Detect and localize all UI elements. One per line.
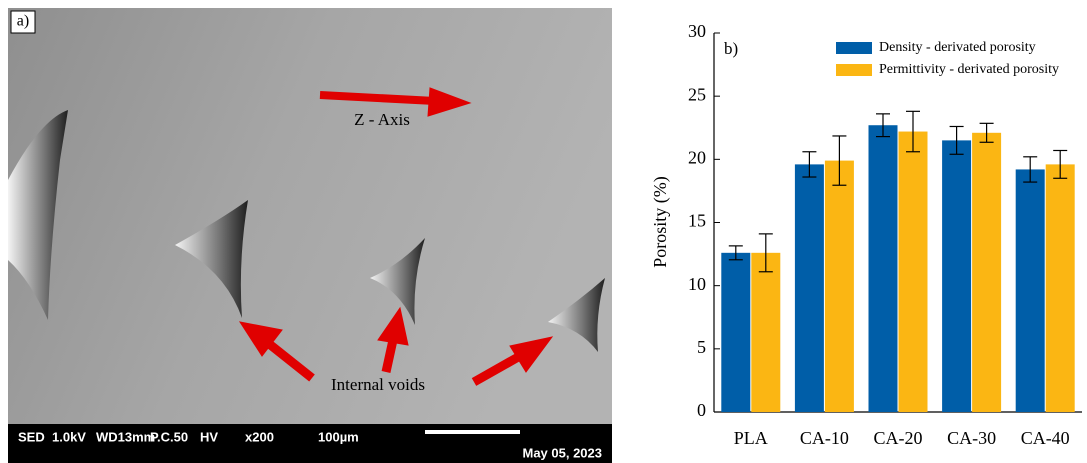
y-axis-label: Porosity (%) — [650, 176, 671, 268]
bar — [794, 164, 824, 412]
error-bar — [728, 245, 743, 261]
arrow — [265, 339, 315, 382]
legend-swatch — [836, 42, 872, 54]
error-bar — [906, 110, 920, 153]
bar — [942, 140, 972, 412]
error-bar — [758, 233, 773, 273]
info-item: HV — [200, 429, 218, 444]
date: May 05, 2023 — [522, 445, 602, 460]
y-tick-label: 5 — [697, 337, 706, 357]
legend-label: Permittivity - derivated porosity — [879, 62, 1059, 77]
bar — [1015, 169, 1045, 412]
info-item: WD13mm — [96, 429, 155, 444]
bar — [1045, 164, 1075, 412]
x-tick-label: CA-40 — [1021, 428, 1070, 448]
panel-label: b) — [724, 39, 738, 58]
direction-label: Z - Axis — [354, 110, 410, 129]
chart: Porosity (%) b) 0 5 10 15 20 25 30 PLA CA-10 CA-2… — [650, 21, 1082, 448]
legend-label: Density - derivated porosity — [879, 40, 1036, 55]
bar — [898, 131, 928, 413]
arrow — [471, 352, 523, 386]
error-bar — [832, 135, 847, 186]
error-bar — [949, 125, 964, 155]
info-item: x200 — [245, 429, 274, 444]
info-item: 1.0kV — [52, 429, 86, 444]
sem-image: a) Z - Axis Internal voids SED 1.0kV WD13m… — [8, 8, 612, 463]
panel-label: a) — [17, 13, 29, 30]
arrow — [381, 339, 398, 373]
y-tick-label: 20 — [688, 147, 706, 167]
info-item: SED — [18, 429, 45, 444]
x-tick-label: CA-30 — [947, 428, 996, 448]
legend-swatch — [836, 64, 872, 76]
error-bar — [802, 151, 817, 178]
arrow — [319, 91, 436, 105]
info-item: P.C.50 — [150, 429, 188, 444]
voids-label: Internal voids — [331, 375, 425, 394]
arrow-head — [238, 321, 283, 357]
y-tick-label: 10 — [688, 274, 706, 294]
x-tick-label: CA-10 — [800, 428, 849, 448]
bar — [751, 252, 781, 412]
bar — [824, 160, 854, 412]
arrow-head — [377, 306, 409, 346]
void — [175, 200, 248, 318]
error-bar — [876, 113, 890, 138]
void — [370, 238, 425, 325]
void — [8, 110, 68, 320]
x-tick-label: CA-20 — [874, 428, 923, 448]
bar — [721, 252, 751, 412]
arrow-head — [427, 87, 472, 117]
error-bar — [1023, 156, 1038, 183]
y-tick-label: 0 — [697, 400, 706, 420]
panel-label-box — [10, 10, 36, 34]
y-tick-label: 30 — [688, 21, 706, 41]
y-tick-label: 15 — [688, 211, 706, 231]
y-tick-label: 25 — [688, 84, 706, 104]
arrow-head — [509, 336, 554, 373]
bar — [972, 132, 1002, 412]
bar — [868, 125, 898, 413]
arrows — [238, 87, 554, 386]
x-tick-label: PLA — [734, 428, 768, 448]
error-bar — [1053, 149, 1068, 179]
error-bar — [979, 122, 994, 143]
info-item: 100µm — [318, 429, 359, 444]
void — [548, 278, 605, 352]
